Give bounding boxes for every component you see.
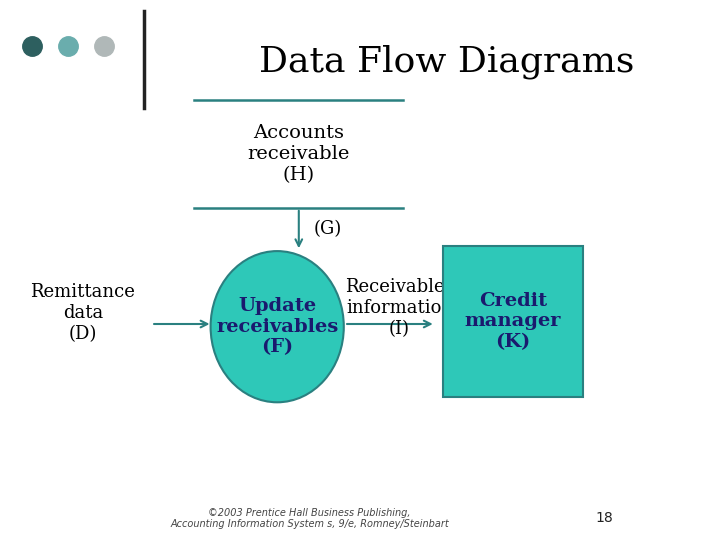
Bar: [443, 246, 583, 397]
Text: 18: 18: [596, 511, 613, 525]
Text: Update
receivables
(F): Update receivables (F): [216, 297, 338, 356]
Text: Remittance
data
(D): Remittance data (D): [30, 284, 135, 343]
Text: Data Flow Diagrams: Data Flow Diagrams: [258, 45, 634, 79]
Text: Credit
manager
(K): Credit manager (K): [464, 292, 562, 351]
Ellipse shape: [210, 251, 344, 402]
Text: (G): (G): [313, 220, 341, 239]
Text: Receivables
information
(I): Receivables information (I): [345, 278, 454, 338]
Text: ©2003 Prentice Hall Business Publishing,
Accounting Information System s, 9/e, R: ©2003 Prentice Hall Business Publishing,…: [170, 508, 449, 529]
Text: Accounts
receivable
(H): Accounts receivable (H): [248, 124, 350, 184]
